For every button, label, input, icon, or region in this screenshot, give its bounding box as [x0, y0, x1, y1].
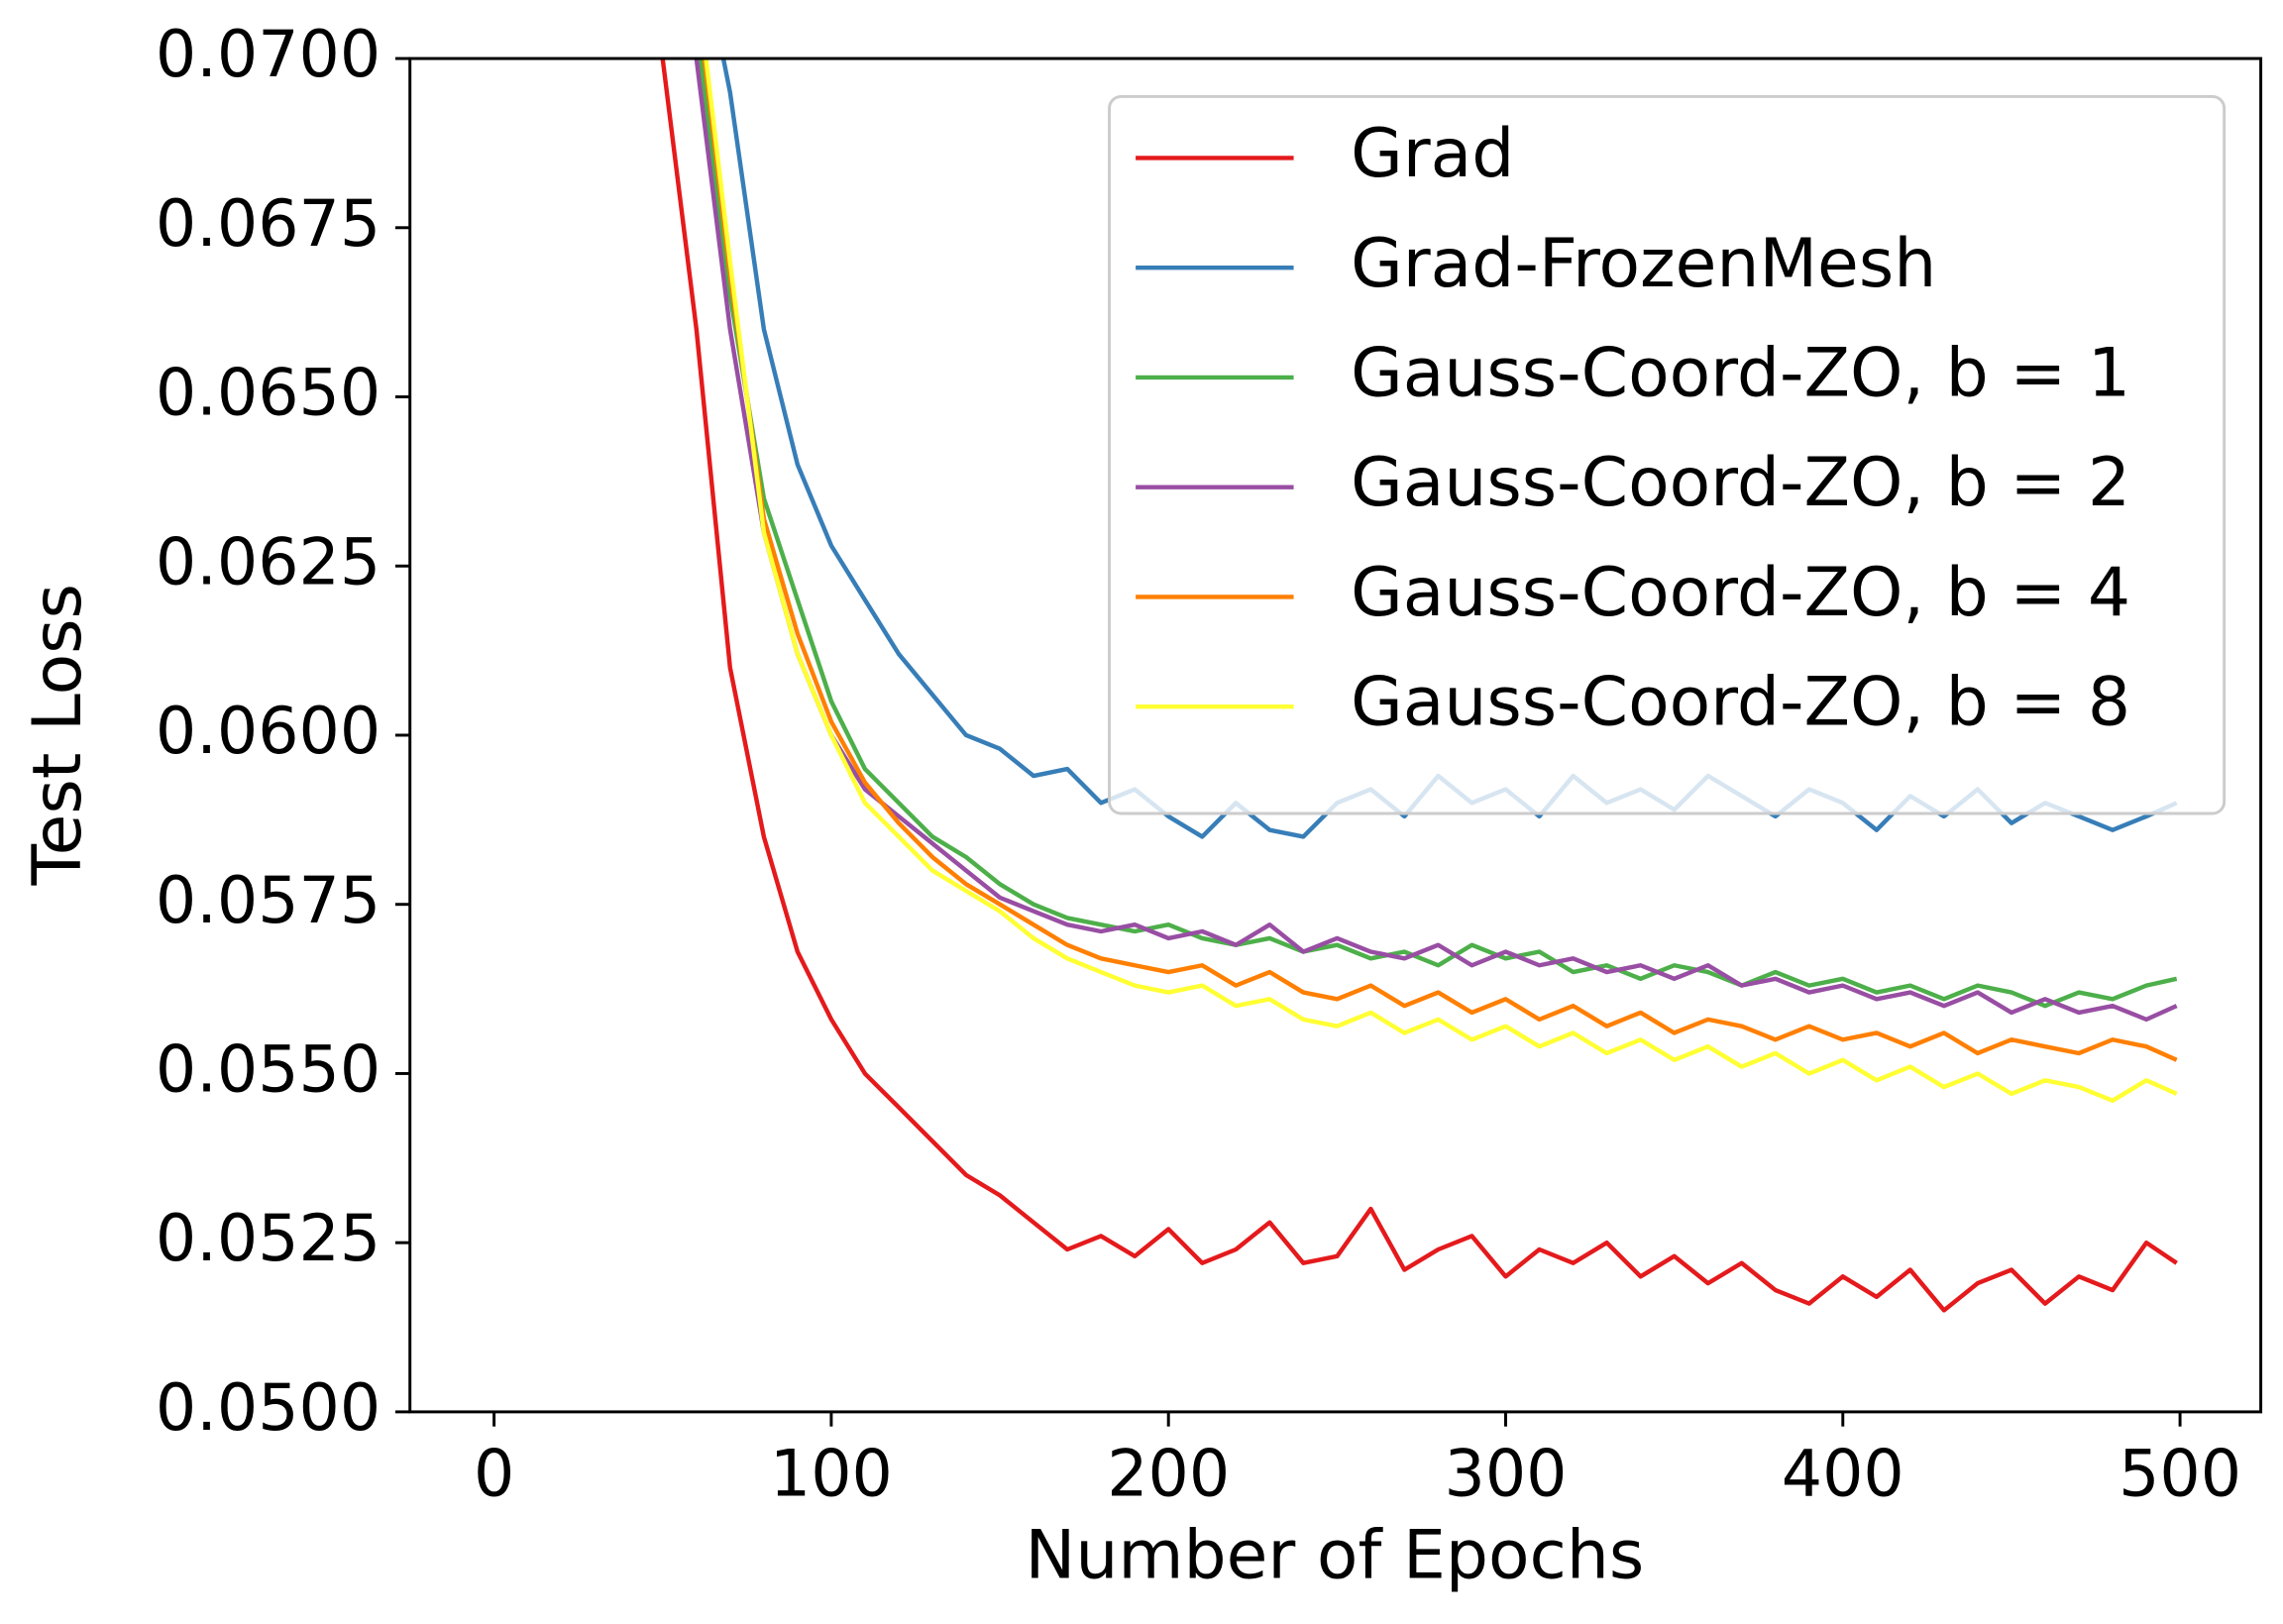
y-tick-label: 0.0500 — [156, 1371, 380, 1446]
series-line — [698, 58, 2178, 1009]
x-tick-label: 400 — [1782, 1437, 1904, 1511]
y-tick-label: 0.0650 — [156, 357, 380, 431]
x-tick-label: 100 — [770, 1437, 893, 1511]
y-axis-label: Test Loss — [19, 584, 97, 886]
series-line — [660, 58, 2178, 1313]
y-tick-label: 0.0675 — [156, 187, 380, 262]
x-axis-label: Number of Epochs — [1026, 1517, 1645, 1595]
x-tick-label: 0 — [474, 1437, 514, 1511]
y-tick-label: 0.0700 — [156, 18, 380, 92]
y-tick-label: 0.0525 — [156, 1202, 380, 1276]
y-tick-label: 0.0600 — [156, 695, 380, 769]
legend-label: Gauss-Coord-ZO, b = 2 — [1351, 444, 2130, 522]
x-tick-label: 300 — [1445, 1437, 1568, 1511]
legend: Grad Grad-FrozenMesh Gauss-Coord-ZO, b = 1… — [1108, 94, 2227, 815]
y-tick-label: 0.0550 — [156, 1033, 380, 1108]
legend-label: Gauss-Coord-ZO, b = 4 — [1351, 554, 2130, 632]
legend-label: Gauss-Coord-ZO, b = 8 — [1351, 664, 2130, 742]
y-tick-label: 0.0625 — [156, 525, 380, 599]
legend-label: Gauss-Coord-ZO, b = 1 — [1351, 335, 2130, 413]
x-tick-label: 500 — [2119, 1437, 2241, 1511]
series-line — [694, 58, 2178, 1023]
legend-label: Grad-FrozenMesh — [1351, 225, 1936, 303]
series-line — [702, 58, 2178, 1062]
y-tick-label: 0.0575 — [156, 864, 380, 938]
legend-box — [1108, 94, 2227, 815]
x-tick-label: 200 — [1107, 1437, 1230, 1511]
legend-label: Grad — [1351, 115, 1514, 193]
series-line — [704, 58, 2178, 1104]
